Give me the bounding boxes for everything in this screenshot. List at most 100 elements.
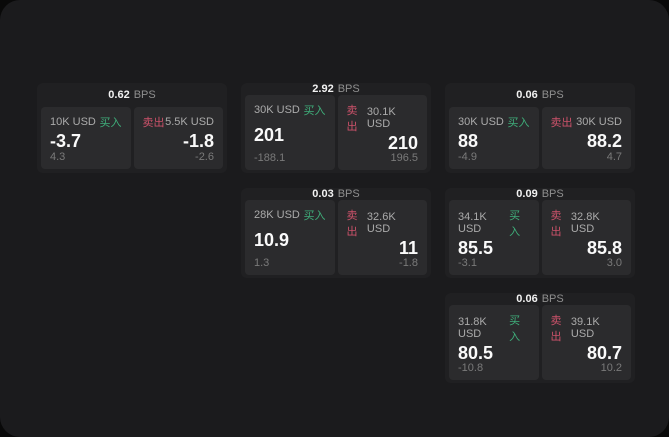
bps-header: 0.09 BPS (449, 188, 631, 200)
buy-delta: -3.1 (458, 257, 477, 269)
quote-card: 0.06 BPS 31.8K USD 买入 80.5 -10.8 卖出 39.1… (445, 293, 635, 383)
bps-value: 0.06 (516, 89, 538, 101)
sell-delta: 3.0 (606, 257, 622, 269)
buy-delta: -188.1 (254, 152, 286, 164)
buy-panel[interactable]: 31.8K USD 买入 80.5 -10.8 (449, 305, 539, 380)
sell-amount: 5.5K USD (165, 116, 214, 128)
buy-price: 88 (458, 130, 479, 151)
quote-card: 2.92 BPS 30K USD 买入 201 -188.1 卖出 30.1K … (241, 83, 431, 173)
buy-labels-row: 30K USD 买入 (458, 114, 530, 130)
buy-side-label: 买入 (509, 210, 521, 238)
buy-amount: 30K USD (458, 116, 504, 128)
buy-amount: 30K USD (254, 104, 300, 116)
buy-sell-panels: 34.1K USD 买入 85.5 -3.1 卖出 32.8K USD 85.8… (449, 200, 631, 275)
sell-amount: 32.8K USD (570, 211, 600, 235)
sell-panel[interactable]: 卖出 5.5K USD -1.8 -2.6 (133, 107, 223, 169)
sell-amount: 30.1K USD (366, 106, 396, 130)
buy-sell-panels: 31.8K USD 买入 80.5 -10.8 卖出 39.1K USD 80.… (449, 305, 631, 380)
sell-delta: 196.5 (390, 152, 418, 164)
buy-price: 85.5 (458, 238, 494, 258)
buy-side-label: 买入 (99, 117, 122, 129)
buy-amount: 10K USD (50, 116, 96, 128)
sell-labels-row: 卖出 39.1K USD (551, 312, 623, 344)
buy-side-label: 买入 (303, 210, 326, 222)
buy-labels-row: 31.8K USD 买入 (458, 312, 530, 344)
quote-card: 0.62 BPS 10K USD 买入 -3.7 4.3 卖出 5.5K USD (37, 83, 227, 173)
buy-side-label: 买入 (509, 315, 521, 343)
bps-header: 0.06 BPS (449, 83, 631, 107)
buy-price: 201 (254, 125, 285, 145)
buy-sell-panels: 28K USD 买入 10.9 1.3 卖出 32.6K USD 11 -1.8 (245, 200, 427, 275)
sell-delta: 4.7 (606, 151, 622, 163)
sell-amount: 32.6K USD (366, 211, 396, 235)
buy-price: -3.7 (50, 130, 82, 151)
bps-unit-label: BPS (133, 89, 156, 101)
buy-labels-row: 34.1K USD 买入 (458, 207, 530, 239)
buy-sell-panels: 10K USD 买入 -3.7 4.3 卖出 5.5K USD -1.8 -2.… (41, 107, 223, 169)
quote-card-grid: 0.62 BPS 10K USD 买入 -3.7 4.3 卖出 5.5K USD (37, 83, 635, 383)
sell-labels-row: 卖出 30K USD (551, 114, 623, 130)
sell-price: 85.8 (586, 238, 622, 258)
buy-delta: 1.3 (254, 257, 270, 269)
buy-delta: 4.3 (50, 151, 66, 163)
sell-price: 11 (398, 238, 418, 258)
buy-price: 10.9 (254, 230, 290, 250)
sell-panel[interactable]: 卖出 30.1K USD 210 196.5 (337, 95, 427, 170)
bps-header: 0.62 BPS (41, 83, 223, 107)
sell-delta: -2.6 (195, 151, 214, 163)
sell-labels-row: 卖出 30.1K USD (347, 102, 419, 134)
bps-header: 0.06 BPS (449, 293, 631, 305)
sell-panel[interactable]: 卖出 30K USD 88.2 4.7 (541, 107, 631, 169)
buy-amount: 28K USD (254, 209, 300, 221)
quote-card: 0.06 BPS 30K USD 买入 88 -4.9 卖出 30K USD (445, 83, 635, 173)
bps-value: 0.03 (312, 188, 334, 200)
buy-labels-row: 30K USD 买入 (254, 102, 326, 118)
sell-labels-row: 卖出 32.6K USD (347, 207, 419, 239)
bps-unit-label: BPS (337, 83, 360, 95)
bps-value: 2.92 (312, 83, 334, 95)
buy-labels-row: 28K USD 买入 (254, 207, 326, 223)
quote-card: 0.03 BPS 28K USD 买入 10.9 1.3 卖出 32.6K US… (241, 188, 431, 278)
buy-panel[interactable]: 10K USD 买入 -3.7 4.3 (41, 107, 131, 169)
buy-side-label: 买入 (303, 105, 326, 117)
sell-side-label: 卖出 (550, 117, 573, 129)
sell-side-label: 卖出 (346, 105, 358, 133)
bps-value: 0.06 (516, 293, 538, 305)
bps-unit-label: BPS (541, 89, 564, 101)
quote-card: 0.09 BPS 34.1K USD 买入 85.5 -3.1 卖出 32.8K… (445, 188, 635, 278)
buy-delta: -4.9 (458, 151, 477, 163)
buy-side-label: 买入 (507, 117, 530, 129)
sell-side-label: 卖出 (550, 315, 562, 343)
bps-header: 2.92 BPS (245, 83, 427, 95)
buy-sell-panels: 30K USD 买入 88 -4.9 卖出 30K USD 88.2 4.7 (449, 107, 631, 169)
sell-labels-row: 卖出 32.8K USD (551, 207, 623, 239)
sell-amount: 39.1K USD (570, 316, 600, 340)
sell-panel[interactable]: 卖出 32.6K USD 11 -1.8 (337, 200, 427, 275)
sell-panel[interactable]: 卖出 39.1K USD 80.7 10.2 (541, 305, 631, 380)
buy-labels-row: 10K USD 买入 (50, 114, 122, 130)
sell-labels-row: 卖出 5.5K USD (143, 114, 215, 130)
sell-side-label: 卖出 (346, 210, 358, 238)
sell-delta: -1.8 (399, 257, 418, 269)
bps-value: 0.62 (108, 89, 130, 101)
sell-side-label: 卖出 (142, 117, 165, 129)
buy-panel[interactable]: 30K USD 买入 201 -188.1 (245, 95, 335, 170)
bps-unit-label: BPS (337, 188, 360, 200)
sell-price: 80.7 (586, 343, 622, 363)
bps-unit-label: BPS (541, 188, 564, 200)
buy-panel[interactable]: 34.1K USD 买入 85.5 -3.1 (449, 200, 539, 275)
sell-price: 88.2 (586, 130, 622, 151)
buy-amount: 34.1K USD (458, 211, 487, 235)
bps-header: 0.03 BPS (245, 188, 427, 200)
sell-price: -1.8 (182, 130, 214, 151)
buy-panel[interactable]: 28K USD 买入 10.9 1.3 (245, 200, 335, 275)
buy-price: 80.5 (458, 343, 494, 363)
buy-sell-panels: 30K USD 买入 201 -188.1 卖出 30.1K USD 210 1… (245, 95, 427, 170)
bps-value: 0.09 (516, 188, 538, 200)
buy-panel[interactable]: 30K USD 买入 88 -4.9 (449, 107, 539, 169)
sell-delta: 10.2 (600, 362, 622, 374)
sell-amount: 30K USD (576, 116, 622, 128)
sell-side-label: 卖出 (550, 210, 562, 238)
sell-panel[interactable]: 卖出 32.8K USD 85.8 3.0 (541, 200, 631, 275)
